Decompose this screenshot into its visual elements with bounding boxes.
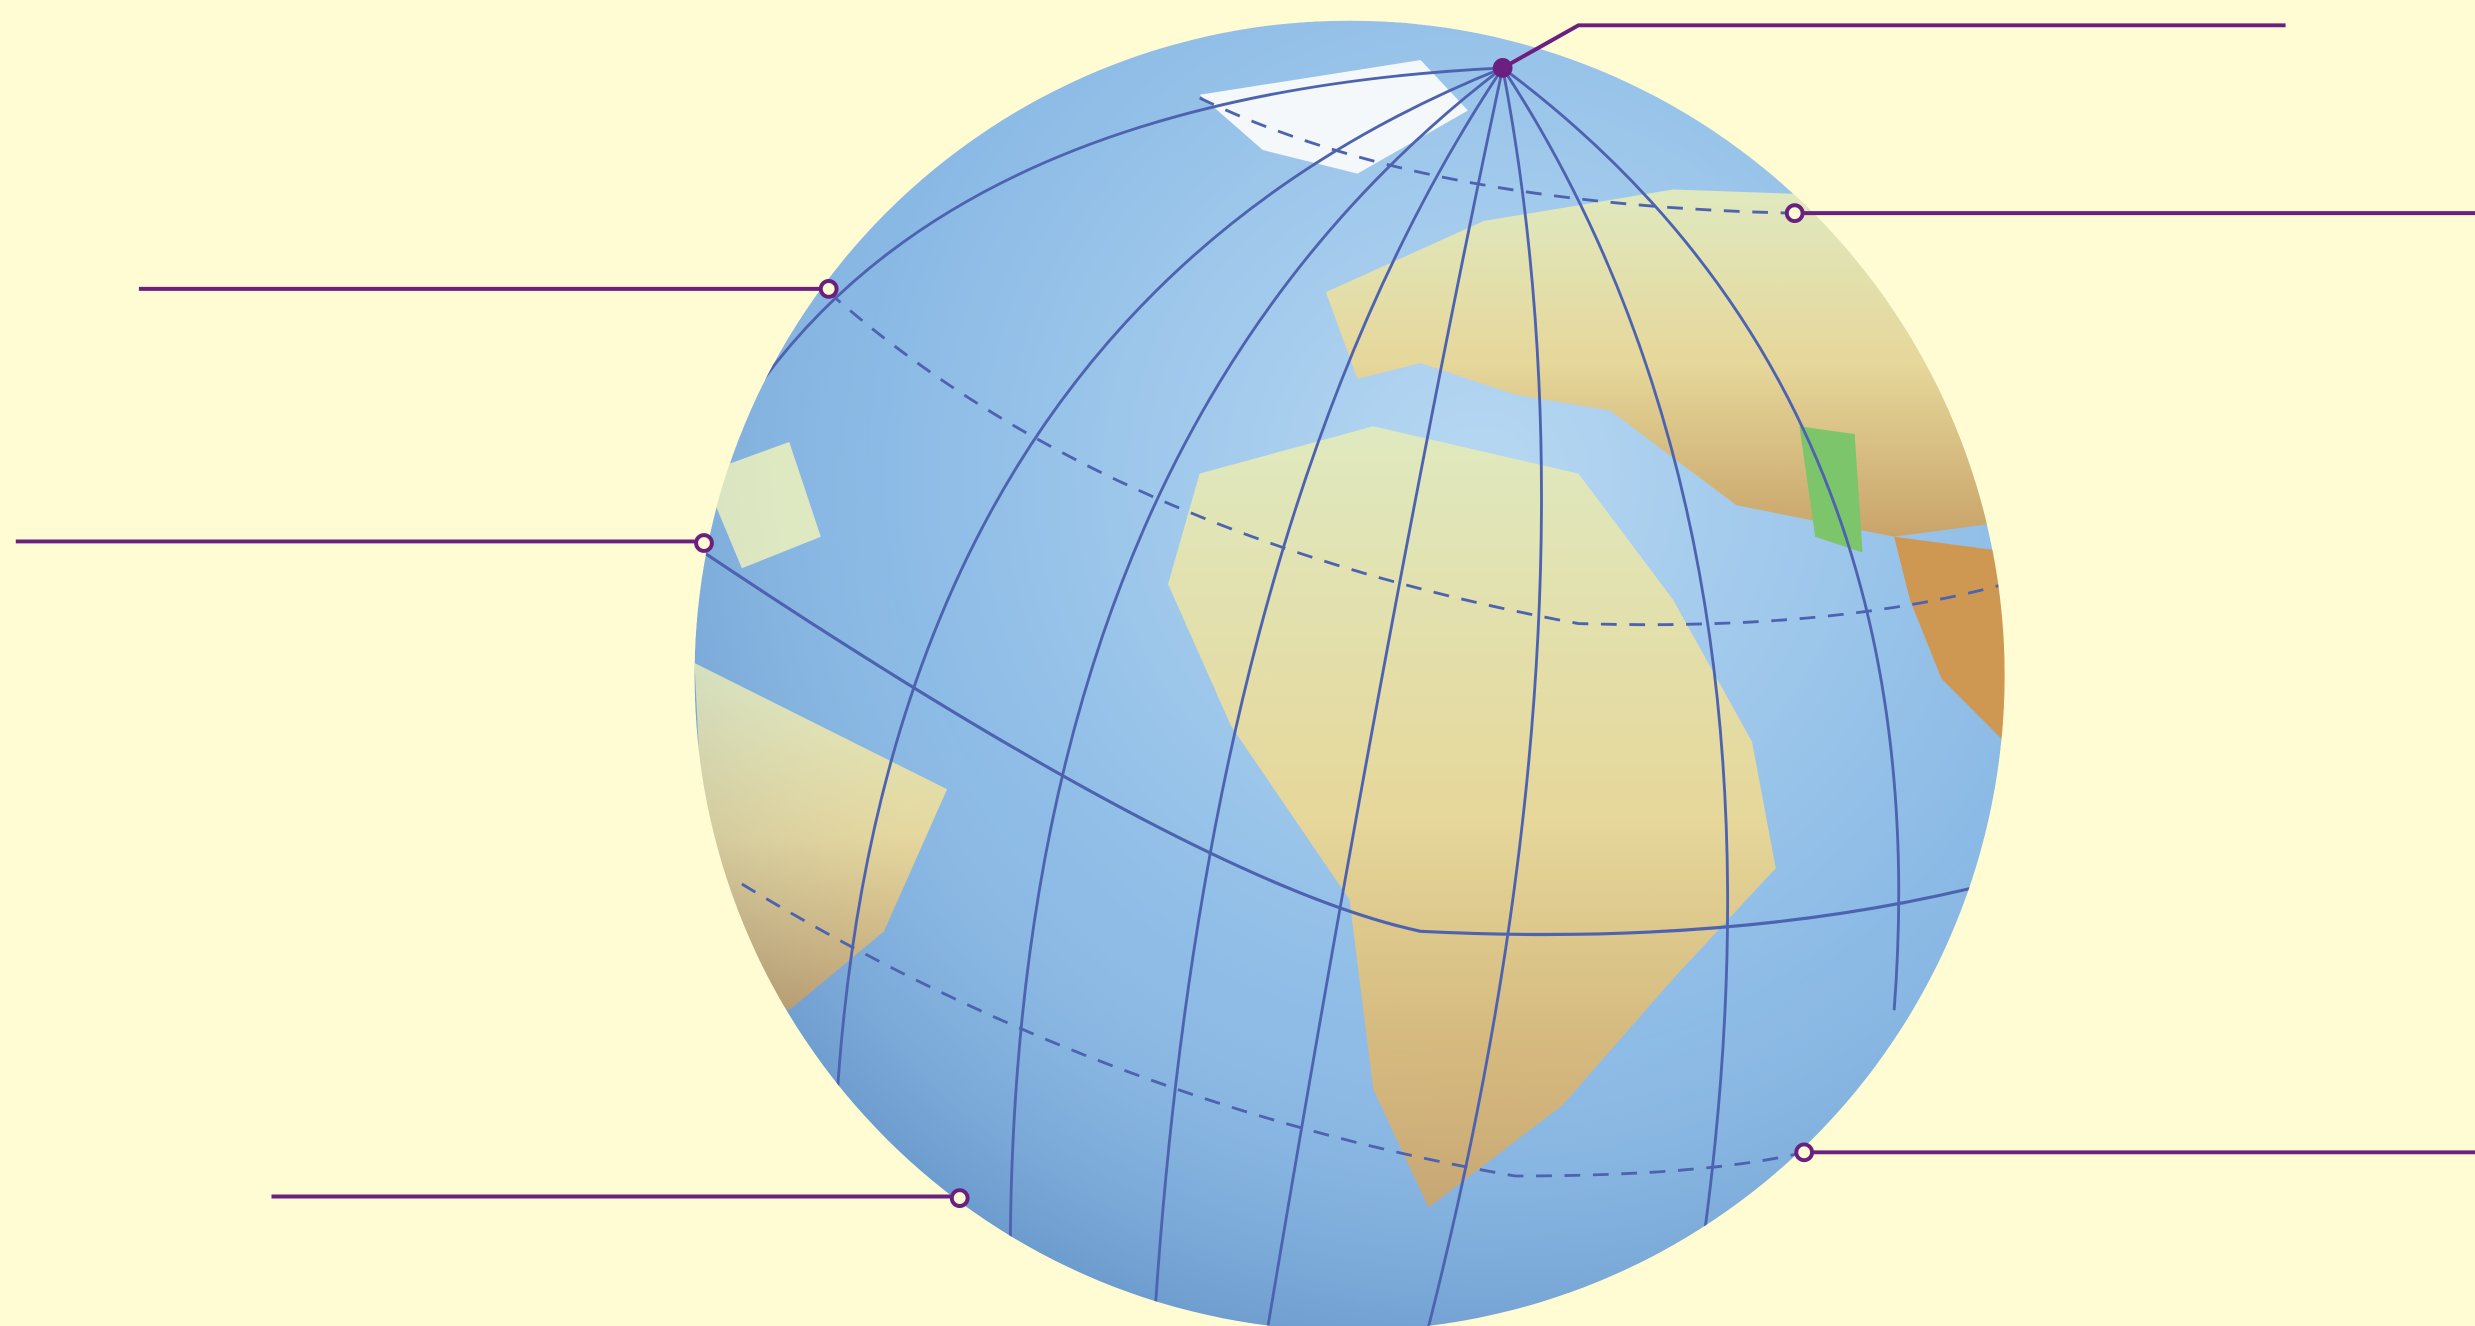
meridian <box>1419 67 1543 1326</box>
parallel <box>827 291 2005 627</box>
meridian <box>1261 67 1505 1326</box>
leader-point <box>1492 58 1513 78</box>
parallels <box>741 96 2005 1178</box>
meridian <box>740 66 1503 412</box>
leader-point <box>1784 203 1805 224</box>
leader-point <box>949 1188 970 1208</box>
meridian <box>1501 66 1901 1011</box>
leader-point <box>818 279 839 299</box>
leader-point <box>694 533 714 553</box>
globe <box>694 20 2005 1326</box>
leader-lines <box>15 23 2475 1208</box>
meridian <box>1501 67 1730 1232</box>
equator <box>703 551 1990 937</box>
meridian <box>835 66 1504 1106</box>
globe-shading <box>694 20 2005 1326</box>
meridian <box>1150 67 1504 1326</box>
meridians <box>740 66 1901 1326</box>
leader-line <box>1501 23 2286 70</box>
leader-point <box>1794 1142 1815 1163</box>
parallel <box>1198 96 1795 215</box>
